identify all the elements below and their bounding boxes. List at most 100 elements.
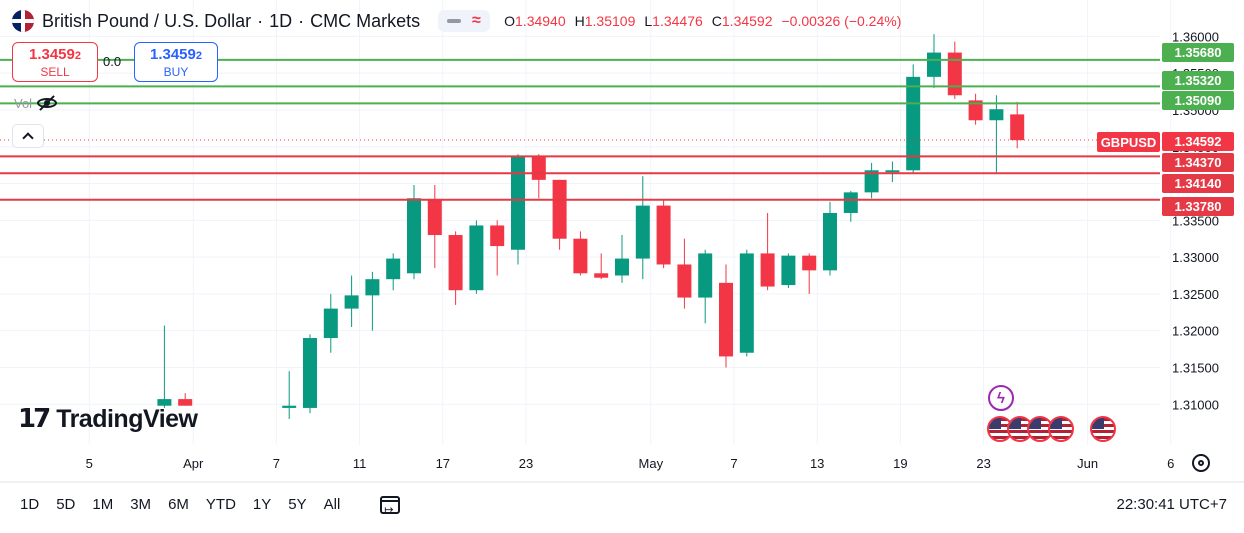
- period-ytd[interactable]: YTD: [205, 495, 236, 513]
- us-event-flag-icon[interactable]: [1090, 416, 1116, 442]
- buy-price: 1.3459: [149, 45, 196, 63]
- symbol-name: British Pound / U.S. Dollar: [42, 10, 252, 31]
- candle-body[interactable]: [511, 155, 525, 250]
- period-all[interactable]: All: [323, 495, 341, 513]
- y-tick-label: 1.33500: [1172, 213, 1219, 228]
- change-value: −0.00326 (−0.24%): [781, 13, 902, 29]
- candle-body[interactable]: [407, 198, 421, 274]
- close-label: C: [711, 13, 722, 29]
- tradingview-wordmark: TradingView: [56, 404, 198, 433]
- candle-body[interactable]: [719, 282, 733, 357]
- y-tick-label: 1.36000: [1172, 29, 1219, 44]
- candle-body[interactable]: [282, 405, 297, 408]
- y-tick-label: 1.32000: [1172, 324, 1219, 339]
- period-5d[interactable]: 5D: [56, 495, 76, 513]
- x-tick-label: 13: [810, 456, 824, 471]
- x-tick-label: 23: [976, 456, 990, 471]
- candle-body[interactable]: [178, 399, 193, 406]
- candle-body[interactable]: [157, 399, 172, 406]
- open-value: 1.34940: [515, 13, 566, 29]
- candle-body[interactable]: [1010, 114, 1025, 141]
- period-1m[interactable]: 1M: [92, 495, 114, 513]
- candle-body[interactable]: [864, 170, 879, 193]
- candle-body[interactable]: [656, 205, 671, 265]
- support-tag-3: 1.33780: [1162, 197, 1234, 216]
- candle-body[interactable]: [781, 255, 796, 286]
- candle-body[interactable]: [989, 109, 1004, 121]
- candle-body[interactable]: [802, 255, 817, 271]
- candle-body[interactable]: [469, 225, 484, 291]
- wave-icon: ≈: [472, 12, 481, 29]
- y-tick-label: 1.33000: [1172, 250, 1219, 265]
- settings-icon[interactable]: [1192, 454, 1210, 472]
- candle-body[interactable]: [906, 76, 921, 171]
- x-tick-label: 23: [519, 456, 533, 471]
- us-event-flag-icon[interactable]: [1048, 416, 1074, 442]
- x-tick-label: May: [639, 456, 664, 471]
- candle-body[interactable]: [552, 179, 567, 239]
- spread-value: 0.0: [103, 54, 122, 69]
- candle-body[interactable]: [303, 338, 317, 408]
- support-tag-1: 1.34370: [1162, 153, 1234, 172]
- sell-button[interactable]: 1.34592 SELL: [12, 42, 98, 82]
- candle-body[interactable]: [365, 279, 380, 296]
- lightning-event-icon[interactable]: ϟ: [988, 385, 1014, 411]
- chart-legend: British Pound / U.S. Dollar · 1D · CMC Marke…: [12, 8, 901, 34]
- calendar-icon[interactable]: ↦: [378, 492, 402, 516]
- candle-body[interactable]: [594, 273, 609, 278]
- volume-label: Vol: [14, 95, 33, 111]
- low-label: L: [644, 13, 653, 29]
- tradingview-logo[interactable]: 17 TradingView: [18, 404, 198, 434]
- candle-body[interactable]: [344, 295, 359, 309]
- candle-body[interactable]: [427, 199, 442, 236]
- candle-body[interactable]: [760, 253, 775, 287]
- candle-body[interactable]: [927, 52, 941, 77]
- candle-body[interactable]: [698, 253, 713, 298]
- buy-label: BUY: [163, 64, 189, 79]
- candle-body[interactable]: [448, 235, 463, 291]
- chart-type-toggle[interactable]: ≈: [438, 10, 491, 32]
- candle-body[interactable]: [843, 192, 858, 213]
- candle-body[interactable]: [947, 52, 962, 96]
- period-5y[interactable]: 5Y: [288, 495, 307, 513]
- candle-body[interactable]: [968, 100, 983, 121]
- bottom-toolbar: 1D 5D 1M 3M 6M YTD 1Y 5Y All ↦ 22:30:41 …: [0, 482, 1244, 526]
- clock[interactable]: 22:30:41 UTC+7: [1116, 495, 1228, 513]
- us-event-flag-icon[interactable]: [1027, 416, 1053, 442]
- period-1y[interactable]: 1Y: [252, 495, 272, 513]
- chevron-up-icon: [22, 132, 34, 144]
- symbol-price-tag: GBPUSD: [1097, 132, 1160, 152]
- high-value: 1.35109: [584, 13, 636, 29]
- candle-body[interactable]: [490, 225, 505, 247]
- symbol-title[interactable]: British Pound / U.S. Dollar · 1D · CMC Marke…: [42, 10, 421, 31]
- x-tick-label: 7: [273, 456, 280, 471]
- candle-body[interactable]: [573, 238, 588, 274]
- candle-body[interactable]: [635, 205, 650, 259]
- y-tick-label: 1.32500: [1172, 287, 1219, 302]
- ohlc-values: O1.34940 H1.35109 L1.34476 C1.34592 −0.0…: [504, 13, 901, 29]
- period-1d[interactable]: 1D: [20, 495, 40, 513]
- candle-body[interactable]: [386, 258, 401, 280]
- period-6m[interactable]: 6M: [168, 495, 189, 513]
- candle-body[interactable]: [677, 264, 692, 298]
- candle-body[interactable]: [823, 212, 837, 271]
- gbp-usd-flag-icon: [12, 10, 34, 32]
- candle-body[interactable]: [615, 258, 629, 276]
- sell-price: 1.3459: [28, 45, 75, 63]
- x-tick-label: Jun: [1077, 456, 1098, 471]
- support-tag-2: 1.34140: [1162, 174, 1234, 193]
- collapse-legend-button[interactable]: [12, 124, 44, 148]
- buy-button[interactable]: 1.34592 BUY: [134, 42, 218, 82]
- resistance-tag-2: 1.35320: [1162, 71, 1234, 90]
- eye-off-icon[interactable]: [36, 95, 58, 111]
- volume-indicator[interactable]: Vol: [14, 95, 58, 111]
- resistance-tag-3: 1.35090: [1162, 91, 1234, 110]
- candle-body[interactable]: [323, 308, 338, 339]
- candle-body[interactable]: [885, 170, 900, 173]
- period-3m[interactable]: 3M: [130, 495, 152, 513]
- x-tick-label: 6: [1167, 456, 1174, 471]
- candle-body[interactable]: [531, 155, 546, 180]
- x-tick-label: 19: [893, 456, 907, 471]
- candle-body[interactable]: [739, 253, 754, 353]
